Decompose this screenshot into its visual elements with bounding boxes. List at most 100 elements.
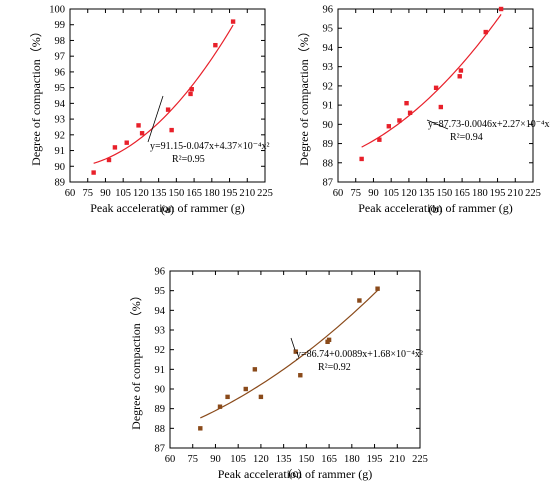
- data-point: [359, 156, 364, 162]
- x-tick-label: 135: [419, 188, 435, 199]
- panel-label: (a): [161, 202, 174, 216]
- data-point: [293, 349, 298, 354]
- y-tick-label: 93: [323, 62, 334, 73]
- y-tick-label: 94: [155, 306, 166, 317]
- y-tick-label: 95: [155, 286, 166, 297]
- data-point: [252, 367, 258, 372]
- x-tick-label: 120: [401, 188, 417, 199]
- x-tick-label: 150: [436, 188, 452, 199]
- x-tick-label: 225: [257, 188, 273, 199]
- y-tick-label: 88: [323, 158, 334, 169]
- y-tick-label: 96: [55, 67, 66, 78]
- y-tick-label: 87: [323, 178, 334, 189]
- x-tick-label: 195: [367, 454, 383, 465]
- y-tick-label: 97: [55, 52, 66, 63]
- data-point: [498, 6, 504, 12]
- y-axis-title: Degree of compaction（%）: [297, 25, 311, 166]
- x-tick-label: 150: [298, 454, 314, 465]
- x-tick-label: 135: [151, 188, 167, 199]
- data-point: [258, 394, 264, 400]
- y-tick-label: 98: [55, 36, 66, 47]
- x-tick-label: 75: [350, 188, 361, 199]
- x-tick-label: 75: [187, 454, 198, 465]
- x-tick-label: 195: [490, 188, 506, 199]
- y-tick-label: 89: [55, 178, 66, 189]
- equation-leader-line: [426, 119, 449, 130]
- plot-frame: [69, 8, 266, 183]
- data-point: [188, 91, 193, 97]
- x-tick-label: 105: [383, 188, 399, 199]
- y-tick-label: 92: [55, 130, 66, 141]
- y-tick-label: 100: [49, 5, 65, 16]
- y-tick-label: 93: [55, 115, 66, 126]
- x-tick-label: 180: [204, 188, 220, 199]
- data-point: [407, 110, 413, 115]
- chart-panel-3: 60 75 90 105 120 135 150 165 180 195 210 225 87 88 89 9…: [129, 267, 428, 482]
- x-tick-label: 180: [344, 454, 360, 465]
- data-point: [106, 157, 112, 163]
- plot-frame: [337, 8, 534, 183]
- r-squared: R²=0.94: [450, 132, 483, 143]
- x-tick-label: 210: [507, 188, 523, 199]
- data-point: [458, 68, 464, 73]
- r-squared: R²=0.92: [318, 362, 351, 373]
- data-point: [213, 42, 218, 48]
- y-tick-label: 87: [155, 444, 166, 455]
- data-point: [198, 426, 203, 431]
- data-point: [225, 394, 230, 400]
- data-point: [397, 118, 402, 123]
- y-tick-label: 89: [155, 404, 166, 415]
- data-point: [404, 100, 409, 106]
- x-tick-label: 165: [321, 454, 337, 465]
- data-point: [139, 131, 145, 136]
- y-tick-label: 91: [55, 146, 66, 157]
- y-tick-label: 90: [55, 162, 66, 173]
- x-tick-label: 60: [333, 188, 344, 199]
- y-tick-label: 96: [323, 5, 334, 16]
- data-point: [243, 386, 248, 392]
- y-tick-label: 96: [155, 267, 166, 278]
- y-tick-label: 92: [323, 81, 334, 92]
- data-point: [483, 29, 488, 35]
- x-axis-title: Peak acceleration of rammer (g): [358, 201, 513, 215]
- x-tick-label: 90: [368, 188, 379, 199]
- x-tick-label: 60: [65, 188, 76, 199]
- x-tick-label: 135: [276, 454, 292, 465]
- fit-curve: [361, 14, 502, 148]
- y-tick-label: 89: [323, 139, 334, 150]
- fit-curve: [200, 288, 380, 419]
- data-point: [91, 170, 96, 175]
- x-tick-label: 90: [100, 188, 111, 199]
- data-point: [457, 74, 462, 79]
- x-axis-title: Peak acceleration of rammer (g): [218, 467, 373, 481]
- y-tick-label: 92: [155, 345, 166, 356]
- data-point: [375, 286, 380, 291]
- x-tick-label: 165: [186, 188, 202, 199]
- data-point: [298, 373, 303, 378]
- fit-equation: y=86.74+0.0089x+1.68×10⁻⁴x²: [296, 349, 423, 360]
- x-tick-label: 105: [115, 188, 131, 199]
- x-tick-label: 225: [525, 188, 541, 199]
- y-tick-label: 95: [323, 24, 334, 35]
- x-tick-label: 105: [230, 454, 246, 465]
- data-point: [124, 140, 129, 145]
- data-point: [326, 337, 332, 343]
- x-tick-label: 120: [253, 454, 269, 465]
- data-point: [230, 19, 236, 24]
- data-point: [112, 145, 118, 150]
- data-point: [357, 298, 362, 303]
- fit-equation: y=91.15-0.047x+4.37×10⁻⁴x²: [150, 141, 270, 152]
- fit-curve: [93, 24, 234, 164]
- x-tick-label: 195: [222, 188, 238, 199]
- x-tick-label: 150: [168, 188, 184, 199]
- y-tick-label: 93: [155, 326, 166, 337]
- y-tick-label: 91: [155, 365, 166, 376]
- data-point: [438, 104, 444, 110]
- data-point: [169, 127, 174, 133]
- x-tick-label: 75: [82, 188, 93, 199]
- plot-frame: [169, 270, 421, 449]
- y-tick-label: 95: [55, 83, 66, 94]
- x-tick-label: 210: [239, 188, 255, 199]
- x-tick-label: 120: [133, 188, 149, 199]
